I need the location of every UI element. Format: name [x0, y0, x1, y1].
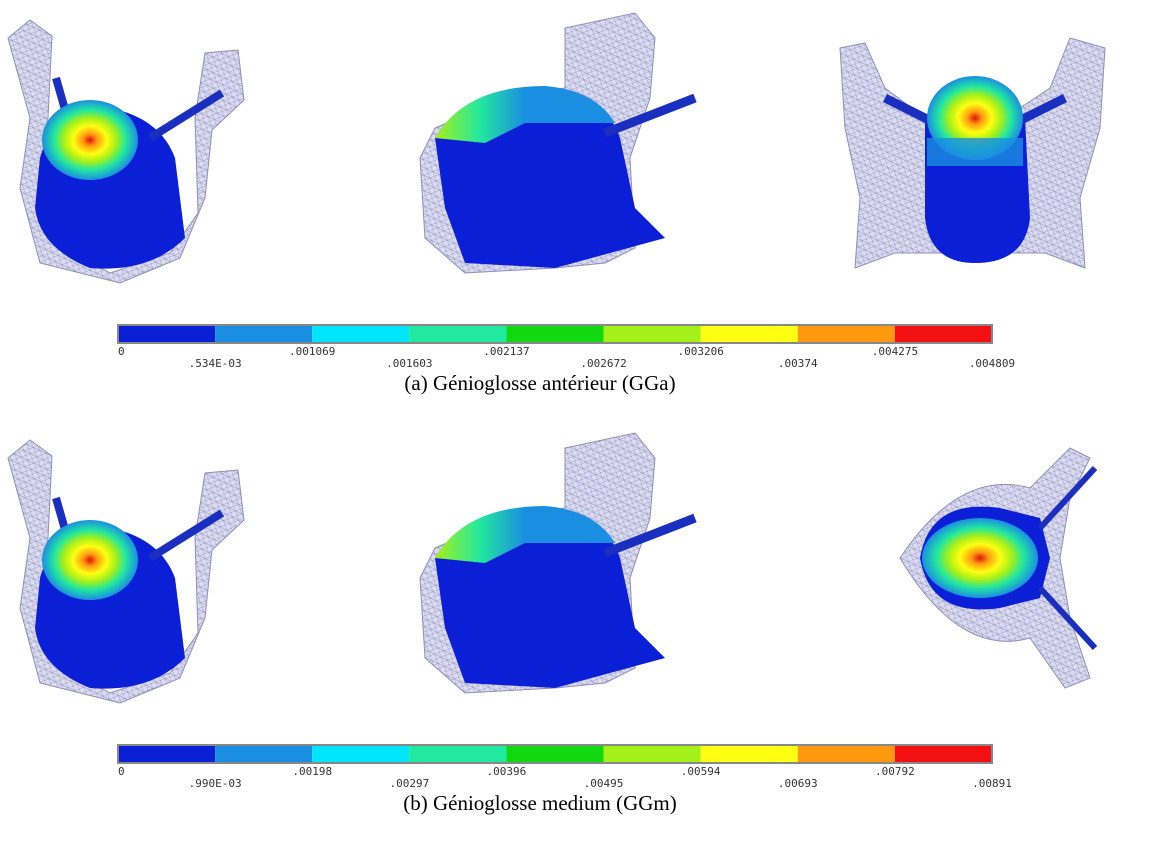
- colorbar-segment: [409, 745, 507, 763]
- colorbar-label: .00495: [584, 777, 624, 790]
- model-view: [420, 13, 695, 273]
- colorbar-segment: [894, 745, 992, 763]
- caption: (a) Génioglosse antérieur (GGa): [404, 371, 675, 395]
- model-view: [8, 20, 244, 283]
- caption: (b) Génioglosse medium (GGm): [403, 791, 677, 815]
- model-view: [840, 38, 1105, 268]
- colorbar-label: .534E-03: [189, 357, 242, 370]
- model-view: [900, 448, 1095, 688]
- colorbar-segment: [118, 745, 216, 763]
- colorbar-label: .00374: [778, 357, 818, 370]
- colorbar-segment: [312, 325, 410, 343]
- colorbar-segment: [700, 745, 798, 763]
- colorbar-segment: [215, 325, 313, 343]
- colorbar-segment: [312, 745, 410, 763]
- colorbar-frame: [117, 744, 993, 764]
- colorbar-segment: [409, 325, 507, 343]
- colorbar-label: .00594: [681, 765, 721, 778]
- colorbar-label: .00297: [389, 777, 429, 790]
- colorbar-label: .001069: [289, 345, 335, 358]
- colorbar-segment: [603, 325, 701, 343]
- colorbar-segment: [506, 325, 604, 343]
- model-view: [420, 433, 695, 693]
- colorbar-segment: [118, 325, 216, 343]
- colorbar-segment: [894, 325, 992, 343]
- colorbar-label: .002672: [580, 357, 626, 370]
- colorbar-label: 0: [118, 765, 125, 778]
- colorbar-frame: [117, 324, 993, 344]
- colorbar-segment: [700, 325, 798, 343]
- model-view: [8, 440, 244, 703]
- colorbar-label: .004809: [969, 357, 1015, 370]
- colorbar-label: .00891: [972, 777, 1012, 790]
- colorbar-label: .001603: [386, 357, 432, 370]
- colorbar-segment: [603, 745, 701, 763]
- colorbar-label: .002137: [483, 345, 529, 358]
- colorbar-label: 0: [118, 345, 125, 358]
- colorbar-label: .00396: [487, 765, 527, 778]
- colorbar-segment: [215, 745, 313, 763]
- colorbar-segment: [797, 745, 895, 763]
- colorbar-label: .00792: [875, 765, 915, 778]
- colorbar-label: .004275: [872, 345, 918, 358]
- colorbar-segment: [506, 745, 604, 763]
- colorbar-label: .00198: [292, 765, 332, 778]
- colorbar-label: .990E-03: [189, 777, 242, 790]
- colorbar-segment: [797, 325, 895, 343]
- colorbar-label: .00693: [778, 777, 818, 790]
- colorbar-label: .003206: [677, 345, 723, 358]
